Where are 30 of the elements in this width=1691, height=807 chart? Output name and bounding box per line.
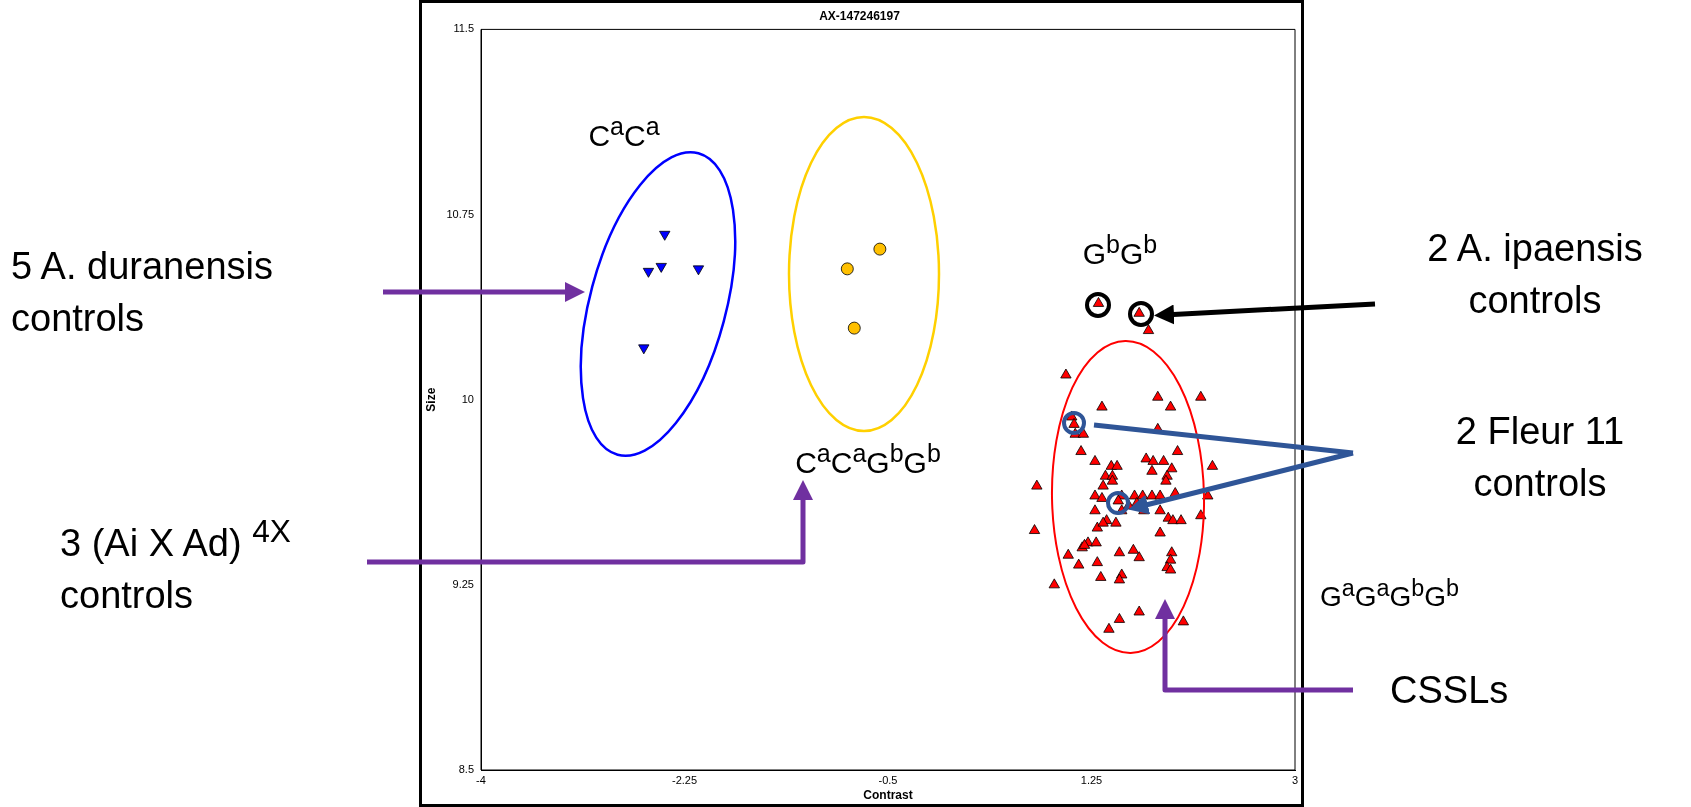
x-tick-label: -4 bbox=[476, 773, 486, 786]
text: 2 A. ipaensis controls bbox=[1426, 226, 1644, 323]
x-tick-label: 1.25 bbox=[1080, 773, 1103, 786]
point bbox=[642, 267, 655, 278]
y-tick-label: 10.75 bbox=[446, 207, 474, 220]
point bbox=[638, 344, 650, 355]
x-axis-title: Contrast bbox=[863, 788, 913, 803]
text: 3 (Ai X Ad) $^{4X}$ controls bbox=[60, 513, 291, 616]
annotation: C$^{a}$C$^{a}$ bbox=[588, 111, 660, 153]
text: CSSLs bbox=[1390, 668, 1510, 713]
chart-title: AX-147246197 bbox=[819, 8, 901, 23]
point bbox=[840, 262, 854, 276]
text: 5 A. duranensis controls bbox=[11, 244, 274, 341]
point bbox=[873, 242, 887, 256]
x-tick-label: -0.5 bbox=[878, 773, 898, 786]
y-tick-label: 10 bbox=[461, 392, 474, 405]
y-tick-label: 11.5 bbox=[453, 22, 474, 35]
x-tick-label: -2.25 bbox=[671, 773, 698, 786]
point bbox=[847, 321, 861, 335]
y-axis-title: Size bbox=[423, 387, 438, 412]
y-tick-label: 8.5 bbox=[458, 763, 474, 776]
point bbox=[655, 262, 667, 273]
annotation: C$^{a}$C$^{a}$G$^{b}$G$^{b}$ bbox=[795, 438, 941, 480]
text: G$^{a}$G$^{a}$G$^{b}$G$^{b}$ bbox=[1320, 574, 1460, 615]
point bbox=[692, 265, 705, 276]
y-tick-label: 9.25 bbox=[452, 577, 474, 590]
x-tick-label: 3 bbox=[1291, 773, 1299, 786]
text: 2 Fleur 11 controls bbox=[1454, 409, 1626, 506]
annotation: G$^{b}$G$^{b}$ bbox=[1082, 229, 1158, 271]
point bbox=[659, 230, 671, 241]
